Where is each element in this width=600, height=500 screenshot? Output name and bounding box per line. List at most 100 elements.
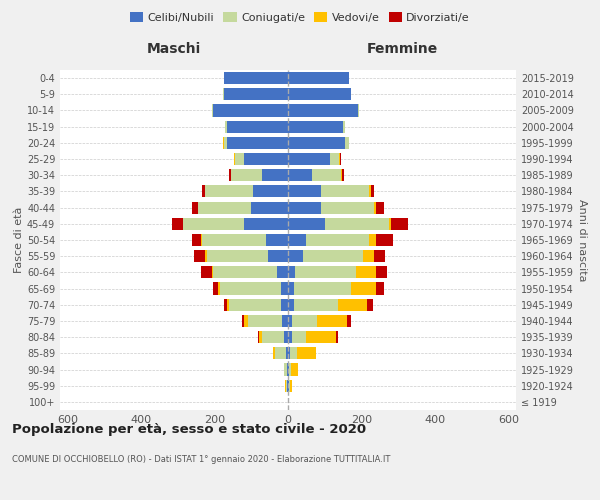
Bar [227, 137, 288, 149]
Bar [212, 104, 288, 117]
Bar [212, 282, 218, 294]
Bar [391, 218, 407, 230]
Bar [288, 169, 312, 181]
Bar [193, 202, 198, 213]
Bar [283, 315, 288, 327]
Bar [290, 380, 292, 392]
Bar [289, 364, 290, 376]
Bar [293, 282, 350, 294]
Bar [330, 153, 340, 165]
Bar [262, 331, 284, 343]
Bar [364, 250, 374, 262]
Bar [227, 298, 229, 311]
Bar [244, 315, 248, 327]
Bar [325, 218, 389, 230]
Bar [321, 202, 374, 213]
Bar [205, 186, 253, 198]
Bar [275, 348, 286, 360]
Bar [371, 186, 374, 198]
Bar [288, 104, 358, 117]
Bar [376, 266, 387, 278]
Bar [288, 186, 321, 198]
Bar [251, 202, 288, 213]
Text: Popolazione per età, sesso e stato civile - 2020: Popolazione per età, sesso e stato civil… [12, 422, 366, 436]
Bar [198, 202, 251, 213]
Bar [341, 169, 342, 181]
Bar [244, 218, 288, 230]
Bar [242, 315, 244, 327]
Text: Maschi: Maschi [147, 42, 201, 56]
Bar [244, 153, 288, 165]
Y-axis label: Fasce di età: Fasce di età [14, 207, 24, 273]
Bar [288, 266, 295, 278]
Bar [259, 331, 262, 343]
Bar [369, 234, 376, 246]
Bar [224, 72, 288, 84]
Legend: Celibi/Nubili, Coniugati/e, Vedovi/e, Divorziati/e: Celibi/Nubili, Coniugati/e, Vedovi/e, Di… [125, 8, 475, 28]
Bar [258, 331, 259, 343]
Bar [229, 169, 231, 181]
Bar [277, 266, 288, 278]
Bar [284, 331, 288, 343]
Bar [290, 348, 297, 360]
Bar [350, 282, 376, 294]
Bar [268, 250, 288, 262]
Bar [389, 218, 391, 230]
Bar [288, 331, 292, 343]
Bar [288, 348, 290, 360]
Text: Femmine: Femmine [367, 42, 437, 56]
Bar [273, 348, 275, 360]
Bar [253, 186, 288, 198]
Bar [288, 234, 307, 246]
Bar [224, 88, 288, 101]
Bar [207, 250, 268, 262]
Bar [297, 348, 316, 360]
Bar [231, 169, 262, 181]
Bar [183, 218, 244, 230]
Bar [288, 250, 303, 262]
Bar [347, 315, 350, 327]
Bar [226, 120, 227, 132]
Bar [288, 315, 292, 327]
Bar [224, 137, 227, 149]
Bar [212, 266, 277, 278]
Bar [336, 331, 338, 343]
Bar [262, 169, 288, 181]
Bar [287, 364, 288, 376]
Bar [295, 266, 356, 278]
Bar [288, 298, 293, 311]
Bar [292, 315, 317, 327]
Bar [350, 88, 351, 101]
Bar [192, 234, 201, 246]
Bar [288, 282, 293, 294]
Bar [374, 202, 376, 213]
Bar [288, 153, 330, 165]
Bar [317, 315, 347, 327]
Bar [248, 315, 283, 327]
Bar [288, 88, 350, 101]
Bar [293, 298, 338, 311]
Bar [369, 186, 371, 198]
Bar [205, 250, 207, 262]
Bar [202, 186, 205, 198]
Bar [307, 331, 336, 343]
Bar [376, 234, 393, 246]
Bar [288, 380, 289, 392]
Bar [340, 153, 341, 165]
Bar [202, 234, 266, 246]
Bar [289, 380, 290, 392]
Bar [356, 266, 376, 278]
Bar [290, 364, 298, 376]
Bar [288, 72, 349, 84]
Bar [224, 298, 227, 311]
Bar [229, 298, 281, 311]
Bar [201, 266, 212, 278]
Bar [233, 153, 235, 165]
Bar [284, 364, 287, 376]
Bar [312, 169, 341, 181]
Bar [220, 282, 281, 294]
Bar [288, 218, 325, 230]
Bar [367, 298, 373, 311]
Bar [288, 364, 289, 376]
Bar [288, 202, 321, 213]
